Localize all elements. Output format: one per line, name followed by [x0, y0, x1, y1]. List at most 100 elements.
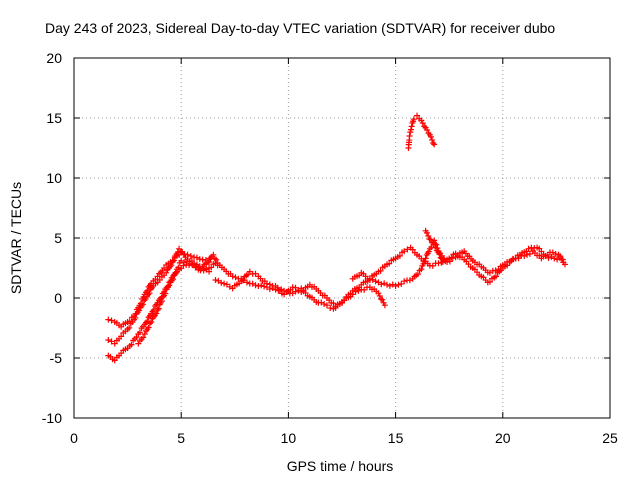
data-point: [454, 253, 461, 260]
data-point: [208, 254, 215, 261]
x-tick-label: 25: [602, 430, 618, 446]
series-track-a: [105, 249, 221, 330]
data-point: [126, 324, 133, 331]
chart-title: Day 243 of 2023, Sidereal Day-to-day VTE…: [45, 20, 555, 36]
data-point: [386, 260, 393, 267]
data-point: [378, 281, 385, 288]
y-axis-label: SDTVAR / TECUs: [8, 182, 24, 294]
data-point: [156, 277, 163, 283]
data-point: [166, 282, 173, 289]
data-point: [486, 278, 493, 285]
data-point: [163, 269, 170, 276]
data-point: [118, 333, 125, 340]
data-point: [376, 292, 383, 299]
x-tick-label: 5: [177, 430, 185, 446]
data-point: [414, 271, 421, 278]
data-point: [136, 329, 143, 336]
data-point: [431, 141, 438, 148]
data-point: [418, 266, 425, 273]
data-point: [153, 310, 160, 317]
axis-ticks: [73, 57, 611, 419]
y-tick-label: 10: [46, 170, 62, 186]
data-point: [352, 288, 359, 295]
data-point: [524, 251, 531, 258]
data-point: [213, 256, 220, 263]
data-point: [492, 267, 499, 274]
data-point: [389, 281, 396, 288]
data-point: [140, 334, 147, 341]
data-point: [423, 229, 430, 236]
y-tick-label: 15: [46, 110, 62, 126]
series-track-h: [405, 112, 438, 151]
data-point: [427, 236, 434, 243]
data-point: [141, 331, 148, 337]
data-point: [372, 278, 379, 285]
data-point: [229, 273, 236, 280]
y-tick-labels: -10 -5 0 5 10 15 20: [42, 50, 62, 426]
data-point: [208, 264, 215, 271]
data-point: [155, 305, 162, 312]
data-point: [239, 277, 246, 284]
data-point: [419, 120, 426, 127]
data-point: [506, 258, 513, 265]
data-point: [148, 319, 155, 325]
data-point: [204, 259, 211, 266]
x-tick-label: 0: [70, 430, 78, 446]
data-point: [180, 262, 187, 269]
data-point: [425, 248, 432, 255]
grid-lines: [74, 58, 610, 418]
data-point: [126, 318, 133, 325]
data-point: [375, 290, 382, 297]
series-track-b: [105, 245, 215, 347]
y-tick-label: 5: [54, 230, 62, 246]
data-point: [154, 307, 161, 313]
series-track-f: [349, 237, 446, 289]
data-point: [159, 293, 166, 300]
data-point: [186, 262, 193, 269]
data-point: [378, 296, 385, 303]
data-point: [128, 341, 135, 348]
data-point: [414, 112, 421, 119]
data-point: [449, 255, 456, 262]
data-point: [558, 256, 565, 263]
data-point: [379, 296, 386, 303]
series-track-g: [422, 227, 568, 276]
y-tick-label: -10: [42, 410, 62, 426]
series-track-e: [212, 268, 388, 310]
data-point: [401, 248, 408, 255]
data-point: [386, 282, 393, 289]
data-point: [406, 133, 413, 139]
data-point: [421, 258, 428, 265]
data-point: [255, 283, 262, 289]
data-point: [111, 340, 118, 347]
data-point: [384, 281, 391, 288]
data-point: [108, 338, 115, 345]
data-point: [557, 253, 564, 260]
y-tick-label: 20: [46, 50, 62, 66]
data-point: [133, 334, 140, 341]
data-point: [377, 267, 384, 274]
data-point: [410, 116, 417, 123]
x-tick-label: 10: [281, 430, 297, 446]
data-point: [422, 255, 429, 262]
data-point: [430, 241, 437, 248]
data-point: [136, 307, 143, 314]
data-point: [492, 273, 499, 280]
data-point: [401, 278, 408, 285]
data-point: [429, 136, 436, 143]
data-point: [187, 253, 194, 259]
data-point: [221, 280, 228, 287]
data-point: [521, 253, 528, 259]
x-tick-label: 15: [388, 430, 404, 446]
data-point: [526, 250, 533, 257]
data-point: [323, 302, 330, 309]
data-point: [407, 126, 414, 133]
data-point: [170, 276, 177, 283]
data-point: [300, 288, 307, 295]
x-tick-label: 20: [495, 430, 511, 446]
data-point: [321, 301, 328, 308]
data-point: [105, 337, 112, 343]
data-point: [145, 324, 152, 331]
data-point: [349, 291, 356, 298]
data-point: [243, 279, 250, 286]
